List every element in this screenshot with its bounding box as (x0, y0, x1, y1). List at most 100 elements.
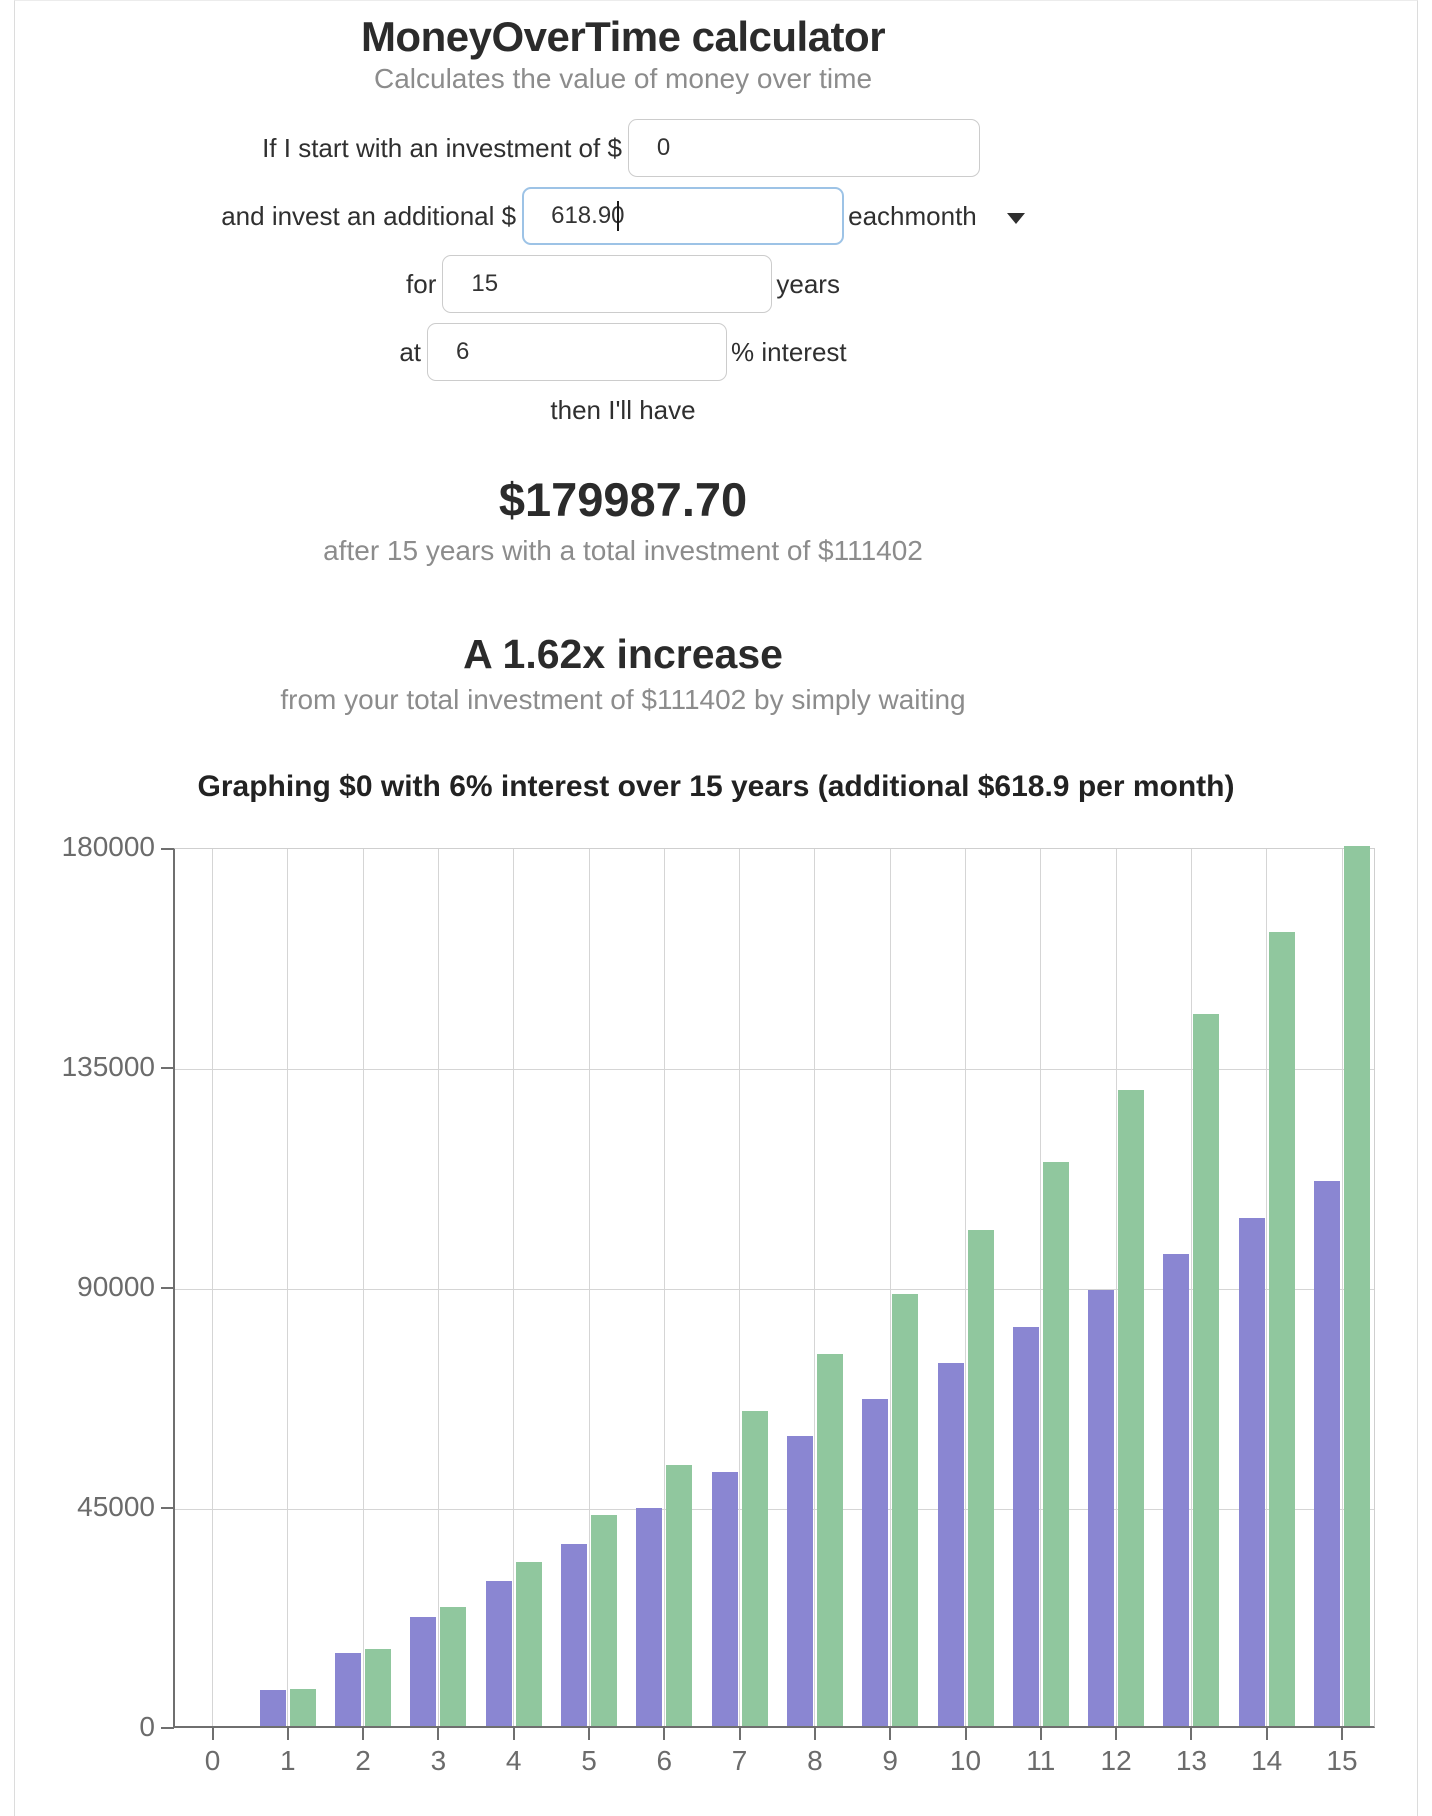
bar-value-year-12 (1118, 1090, 1145, 1726)
x-gridline (437, 849, 439, 1726)
years-input[interactable] (442, 255, 773, 313)
x-axis-label: 0 (204, 1745, 221, 1776)
initial-investment-row: If I start with an investment of $ (15, 119, 1231, 177)
calculator-form: If I start with an investment of $ and i… (15, 119, 1231, 426)
x-axis-label: 15 (1326, 1745, 1358, 1776)
x-axis-label: 13 (1175, 1745, 1207, 1776)
bar-invested-year-8 (786, 1435, 813, 1726)
years-row: for years (15, 255, 1231, 313)
bar-value-year-11 (1042, 1162, 1069, 1726)
additional-investment-row: and invest an additional $ each month (15, 187, 1231, 245)
x-axis-tick (362, 1728, 365, 1740)
x-gridline (588, 849, 590, 1726)
bar-value-year-9 (892, 1294, 919, 1726)
interest-row: at % interest (15, 323, 1231, 381)
bar-invested-year-13 (1163, 1254, 1190, 1726)
bar-value-year-5 (591, 1514, 617, 1726)
calculator-section: MoneyOverTime calculator Calculates the … (15, 1, 1417, 716)
increase-title: A 1.62x increase (463, 631, 783, 677)
x-gridline (1266, 849, 1268, 1726)
y-axis-tick (161, 1507, 174, 1509)
x-gridline (1341, 849, 1343, 1726)
frequency-selected-value: month (904, 200, 977, 231)
additional-investment-input[interactable] (522, 187, 845, 245)
x-axis-tick (964, 1728, 967, 1740)
x-gridline (287, 849, 289, 1726)
page-subtitle: Calculates the value of money over time (373, 63, 873, 94)
y-axis-tick (161, 1067, 174, 1069)
additional-investment-label: and invest an additional $ (221, 200, 517, 231)
bar-invested-year-5 (561, 1544, 587, 1726)
bar-value-year-8 (816, 1354, 843, 1726)
x-axis-tick (1265, 1728, 1268, 1740)
bar-value-year-7 (741, 1411, 768, 1726)
x-gridline (663, 849, 665, 1726)
chevron-down-icon (1006, 212, 1025, 224)
x-axis-label: 12 (1100, 1745, 1132, 1776)
y-axis-label: 45000 (77, 1491, 155, 1522)
x-gridline (965, 849, 966, 1726)
x-axis-tick (1190, 1728, 1193, 1740)
bar-value-year-4 (515, 1562, 542, 1726)
bar-invested-year-15 (1314, 1181, 1340, 1726)
bar-value-year-2 (365, 1649, 392, 1726)
x-axis-tick (1115, 1728, 1118, 1740)
bar-value-year-3 (440, 1606, 467, 1726)
x-axis-label: 11 (1026, 1745, 1056, 1776)
x-gridline (1040, 849, 1042, 1726)
bar-value-year-6 (666, 1464, 693, 1726)
x-axis-label: 5 (581, 1745, 597, 1776)
y-axis-label: 0 (139, 1711, 155, 1742)
increase-detail: from your total investment of $111402 by… (280, 684, 966, 715)
x-axis-tick (813, 1728, 816, 1740)
page-title: MoneyOverTime calculator (360, 13, 886, 60)
x-gridline (739, 849, 741, 1726)
app-container: MoneyOverTime calculator Calculates the … (14, 0, 1418, 1816)
interest-suffix-label: % interest (731, 336, 847, 367)
text-cursor (617, 201, 620, 231)
x-axis-tick (286, 1728, 289, 1740)
frequency-select[interactable]: month (905, 201, 1025, 232)
x-axis-label: 2 (355, 1745, 371, 1776)
y-axis-label: 180000 (61, 831, 155, 862)
x-axis-label: 8 (807, 1745, 823, 1776)
y-axis-tick (161, 1287, 174, 1289)
bar-value-year-13 (1193, 1013, 1220, 1726)
x-axis-tick (512, 1728, 515, 1740)
x-axis-label: 14 (1251, 1745, 1283, 1776)
bar-value-year-10 (967, 1230, 994, 1726)
then-label: then I'll have (550, 395, 696, 425)
investment-bar-chart: 0 45000 90000 135000 180000 0 1 2 3 4 5 6 7 8 9 10 11 12 1… (15, 831, 1417, 1798)
x-axis-tick (211, 1728, 214, 1740)
x-gridline (1190, 849, 1192, 1726)
x-axis-label: 6 (656, 1745, 673, 1776)
x-axis-tick (437, 1728, 440, 1740)
chart-plot-area (173, 846, 1375, 1728)
x-gridline (814, 849, 816, 1726)
bar-value-year-15 (1344, 846, 1370, 1726)
x-gridline (212, 849, 213, 1726)
y-gridline (175, 1508, 1374, 1510)
x-axis-label: 7 (731, 1745, 748, 1776)
bar-invested-year-10 (937, 1362, 964, 1726)
initial-investment-label: If I start with an investment of $ (262, 132, 622, 163)
x-gridline (1115, 849, 1117, 1726)
x-axis-tick (1039, 1728, 1042, 1740)
x-gridline (889, 849, 891, 1726)
x-axis-label: 4 (505, 1745, 522, 1776)
initial-investment-input[interactable] (627, 119, 980, 177)
x-axis-label: 10 (949, 1745, 982, 1776)
bar-invested-year-9 (862, 1399, 889, 1726)
bar-value-year-14 (1268, 932, 1295, 1726)
y-gridline (175, 1068, 1374, 1070)
y-gridline (175, 1288, 1374, 1290)
years-suffix-label: years (776, 268, 840, 299)
interest-input[interactable] (427, 323, 728, 381)
result-amount: $179987.70 (498, 473, 748, 526)
bar-value-year-1 (289, 1688, 316, 1726)
bar-invested-year-6 (636, 1508, 663, 1726)
x-gridline (362, 849, 364, 1726)
x-axis-label: 3 (430, 1745, 447, 1776)
x-gridline (513, 849, 515, 1726)
bar-invested-year-4 (485, 1580, 512, 1726)
